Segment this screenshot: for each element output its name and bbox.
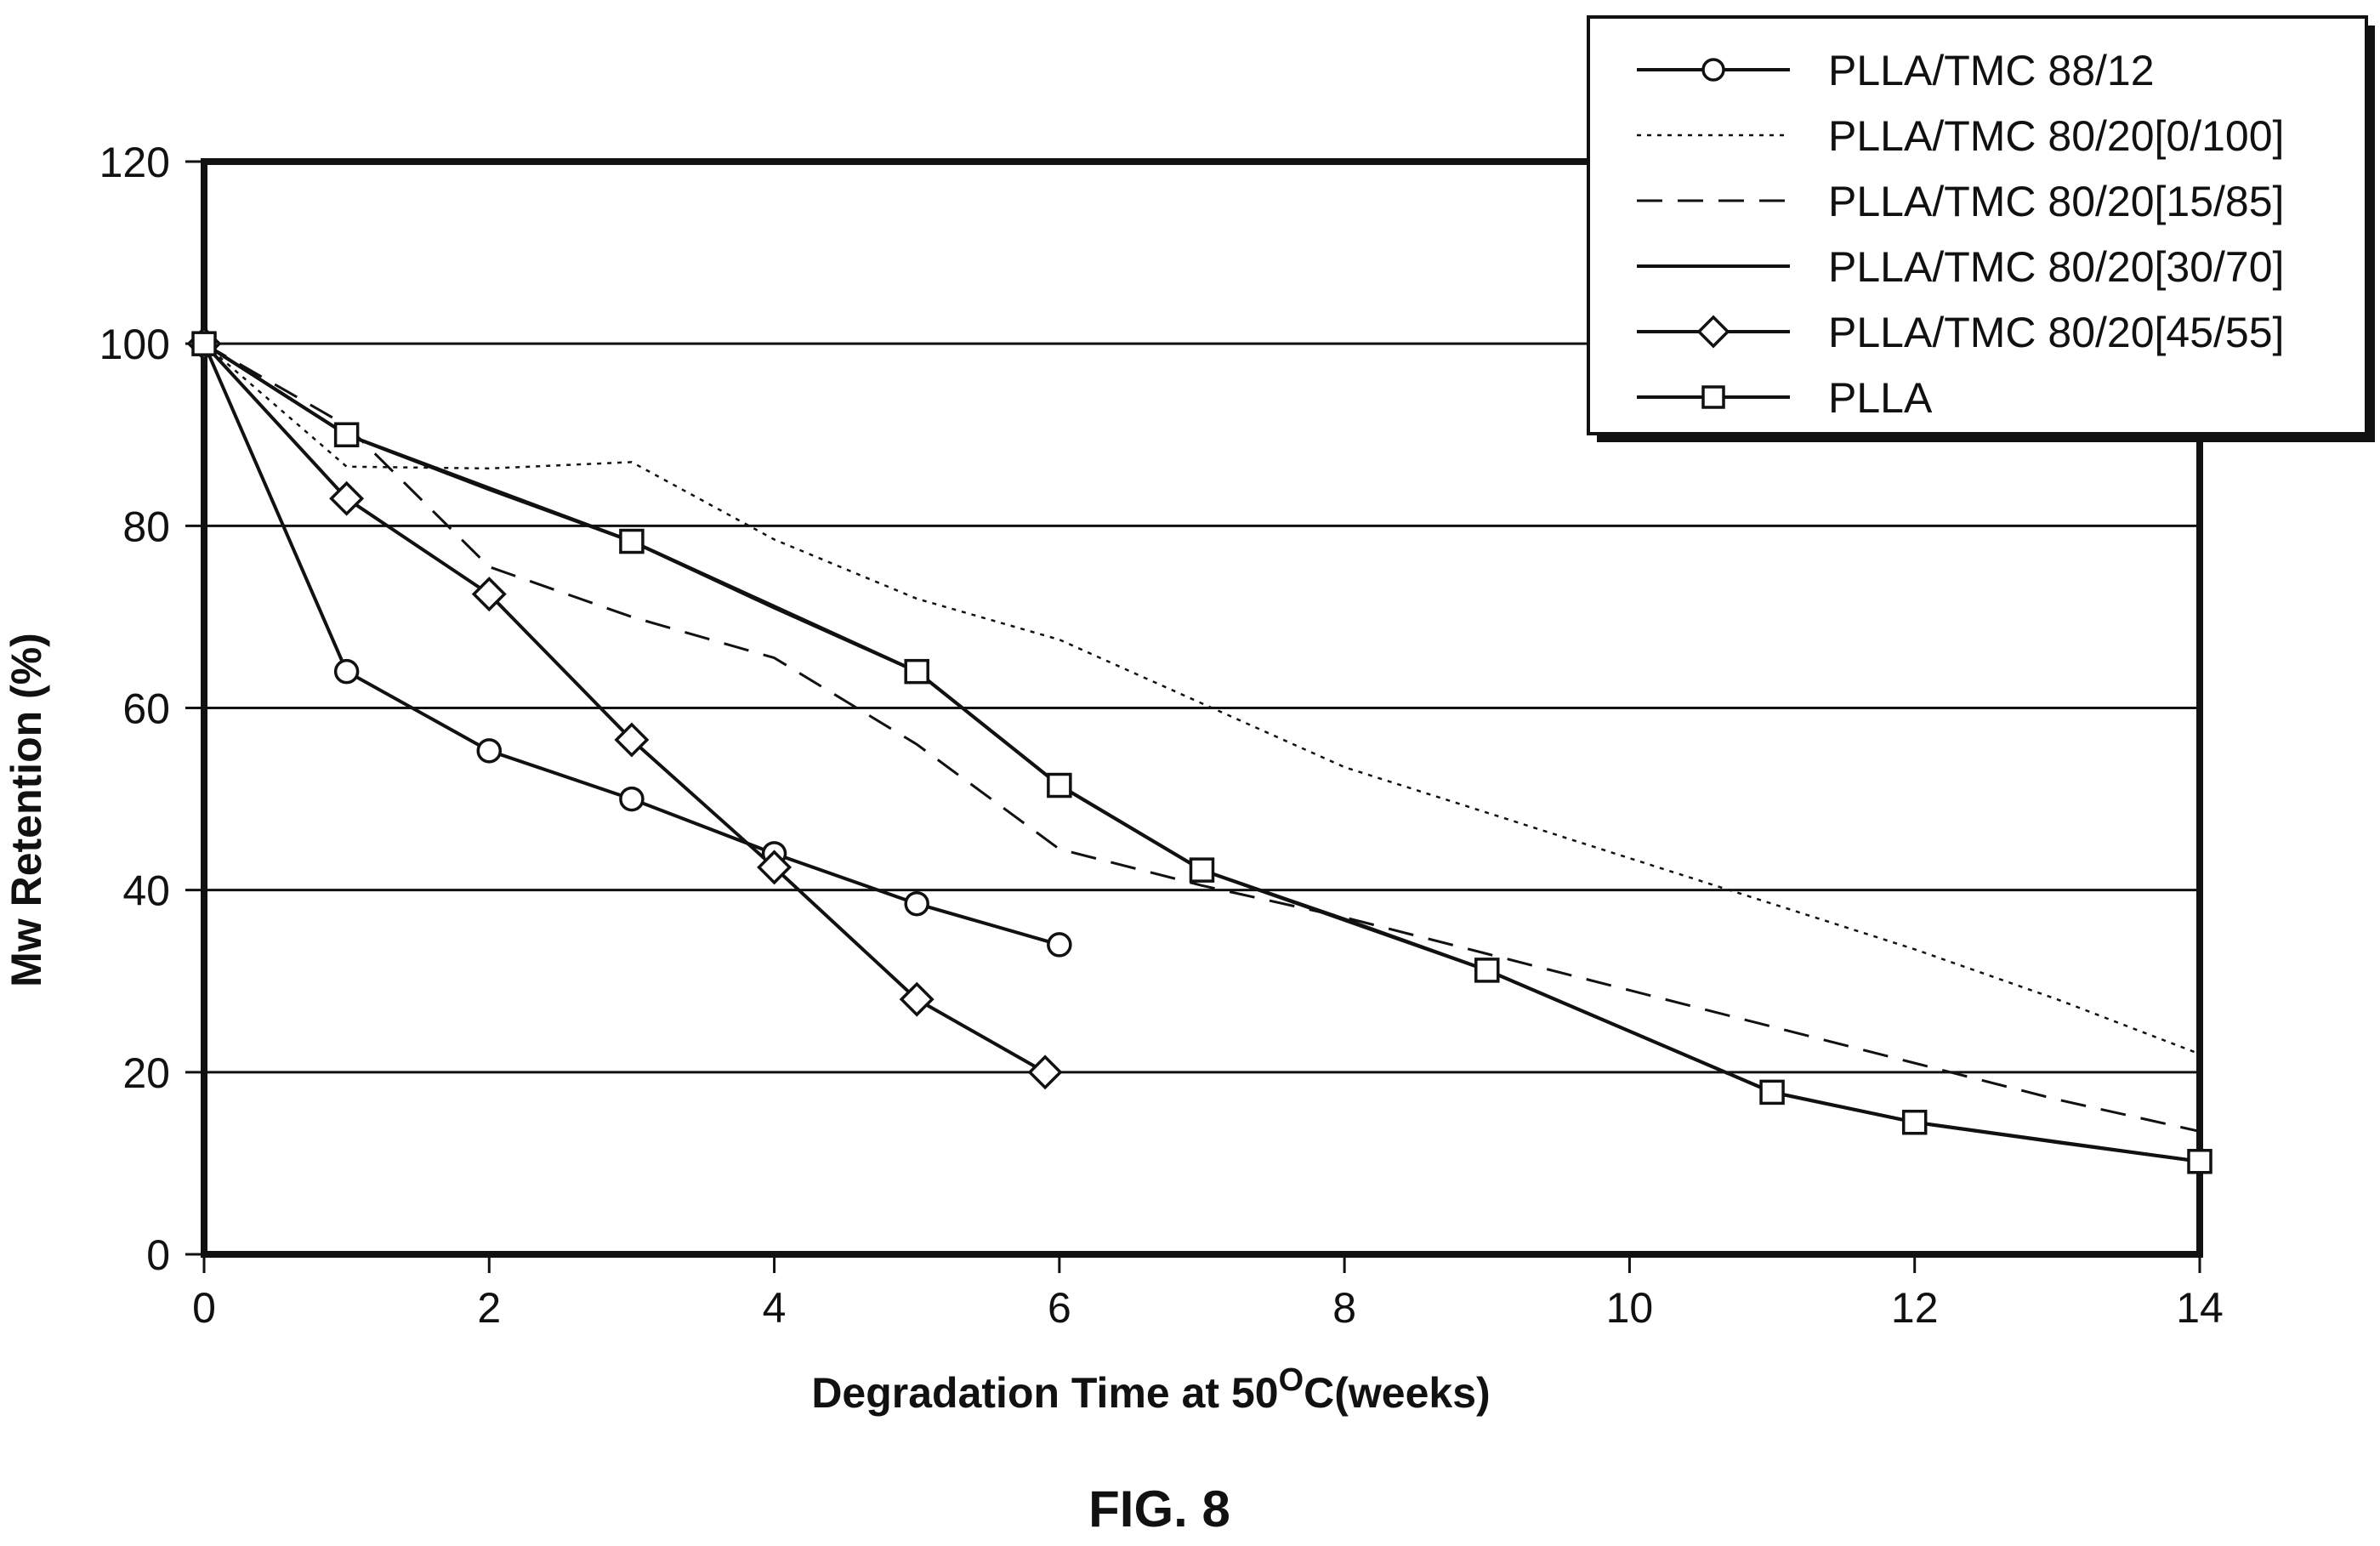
series-line-plla-tmc-88-12 bbox=[202, 343, 1060, 946]
point-marker-circle bbox=[1701, 58, 1725, 82]
point-marker-circle bbox=[619, 786, 645, 812]
x-tick-label: 8 bbox=[1332, 1284, 1356, 1332]
y-tick-label: 120 bbox=[99, 139, 170, 186]
point-marker-diamond bbox=[614, 722, 650, 758]
x-axis-title: Degradation Time at 50OC(weeks) bbox=[811, 1362, 1490, 1417]
y-tick-label: 80 bbox=[122, 503, 170, 550]
point-marker-square bbox=[904, 658, 929, 685]
point-marker-circle bbox=[1047, 932, 1072, 958]
y-tick-label: 20 bbox=[122, 1049, 170, 1097]
x-axis-title-suffix: C(weeks) bbox=[1304, 1369, 1491, 1417]
legend-label: PLLA/TMC 80/20[45/55] bbox=[1828, 309, 2284, 356]
legend-label: PLLA bbox=[1828, 374, 1933, 422]
point-marker-diamond bbox=[757, 850, 792, 885]
x-tick-label: 12 bbox=[1891, 1284, 1939, 1332]
x-tick-label: 10 bbox=[1606, 1284, 1654, 1332]
x-tick-label: 4 bbox=[763, 1284, 787, 1332]
series-line-plla-tmc-80-20-0-100 bbox=[203, 343, 2201, 1055]
point-marker-diamond bbox=[1027, 1054, 1063, 1090]
legend-box bbox=[1587, 15, 2368, 435]
series-lines bbox=[186, 326, 2212, 1174]
point-marker-square bbox=[1901, 1109, 1928, 1135]
series-line-plla-tmc-80-20-15-85 bbox=[203, 342, 2201, 1133]
legend-label: PLLA/TMC 80/20[0/100] bbox=[1828, 112, 2284, 160]
point-marker-square bbox=[1701, 385, 1725, 409]
axis-ticks: 0 20 40 60 80 100 120 0 2 4 6 8 10 12 14 bbox=[99, 139, 2224, 1332]
point-marker-square bbox=[191, 331, 217, 356]
point-marker-diamond bbox=[899, 981, 934, 1017]
series-line-plla-tmc-80-20-30-70 bbox=[202, 342, 2201, 1163]
point-marker-diamond bbox=[471, 577, 507, 612]
legend-label: PLLA/TMC 80/20[15/85] bbox=[1828, 178, 2284, 225]
x-axis-title-main: Degradation Time at 50 bbox=[811, 1369, 1278, 1417]
x-axis-title-superscript: O bbox=[1279, 1362, 1304, 1398]
x-tick-label: 6 bbox=[1048, 1284, 1071, 1332]
series-line-plla bbox=[202, 342, 2201, 1163]
legend: PLLA/TMC 88/12 PLLA/TMC 80/20[0/100] PLLA/… bbox=[1587, 15, 2375, 442]
legend-label: PLLA/TMC 88/12 bbox=[1828, 47, 2155, 94]
point-marker-diamond bbox=[329, 480, 365, 516]
y-tick-label: 100 bbox=[99, 321, 170, 368]
x-tick-label: 0 bbox=[192, 1284, 216, 1332]
point-marker-square bbox=[1189, 857, 1215, 883]
point-marker-circle bbox=[476, 738, 503, 764]
y-tick-label: 60 bbox=[122, 685, 170, 733]
y-axis-title: Mw Retention (%) bbox=[3, 633, 50, 987]
figure-caption: FIG. 8 bbox=[1088, 1481, 1230, 1537]
y-tick-label: 40 bbox=[122, 867, 170, 915]
point-marker-square bbox=[333, 422, 360, 447]
x-tick-label: 14 bbox=[2176, 1284, 2224, 1332]
point-marker-circle bbox=[333, 658, 360, 685]
point-marker-circle bbox=[904, 890, 929, 917]
point-marker-square bbox=[619, 528, 645, 554]
point-marker-diamond bbox=[1696, 315, 1730, 349]
x-tick-label: 2 bbox=[477, 1284, 501, 1332]
point-marker-square bbox=[1047, 772, 1072, 799]
y-tick-label: 0 bbox=[146, 1231, 170, 1279]
point-marker-square bbox=[2187, 1149, 2212, 1174]
point-marker-square bbox=[1759, 1079, 1785, 1106]
point-marker-square bbox=[1474, 958, 1500, 983]
legend-label: PLLA/TMC 80/20[30/70] bbox=[1828, 243, 2284, 291]
gridlines bbox=[204, 342, 2200, 1074]
